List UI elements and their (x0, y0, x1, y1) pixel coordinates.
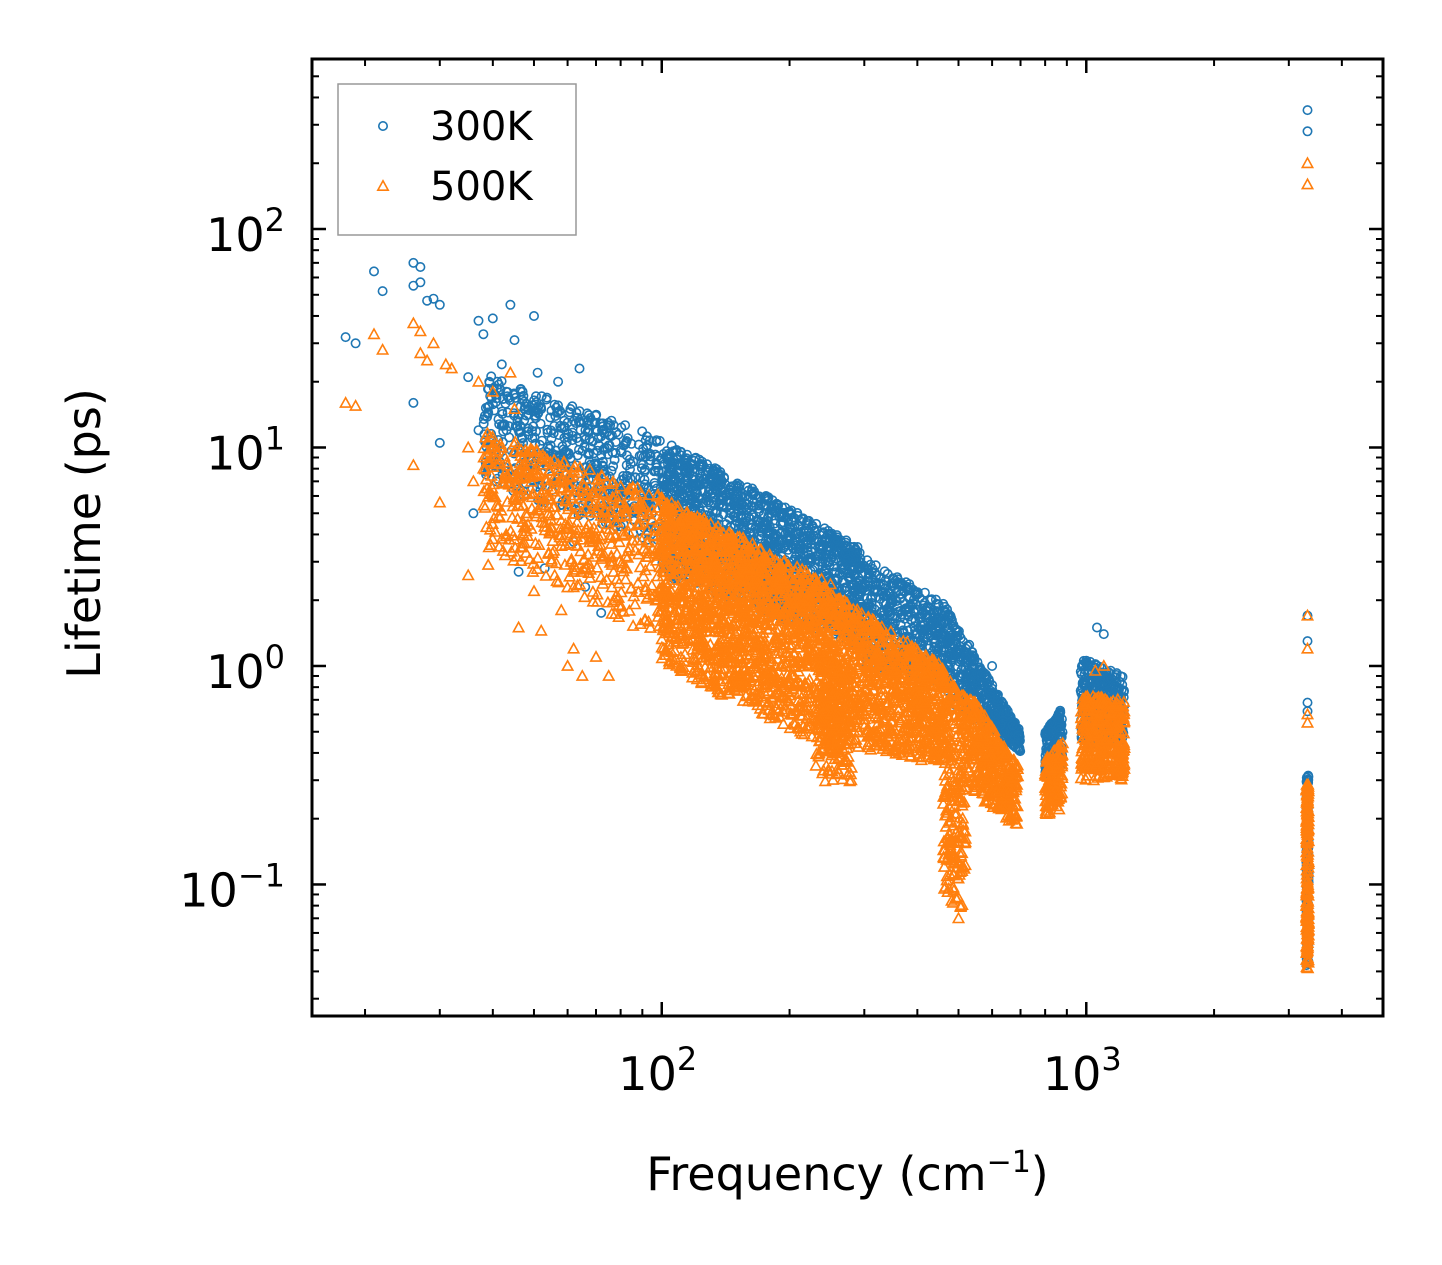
plot-area (339, 105, 1316, 974)
data-point (493, 414, 504, 425)
data-point (571, 433, 582, 444)
data-point (616, 422, 627, 433)
data-point (808, 523, 819, 534)
data-point (637, 459, 648, 470)
data-point (590, 410, 601, 421)
data-point (496, 376, 507, 387)
data-point (519, 415, 530, 426)
data-point (521, 398, 532, 409)
data-point (529, 406, 540, 417)
data-point (610, 436, 621, 447)
data-point (742, 499, 753, 510)
data-point (548, 428, 559, 439)
data-point (649, 466, 660, 477)
data-point (598, 444, 609, 455)
data-point (622, 433, 633, 444)
data-point (593, 433, 604, 444)
data-point (557, 441, 568, 452)
data-point (628, 456, 639, 467)
data-point (637, 426, 648, 437)
data-point (635, 472, 646, 483)
data-point (510, 392, 521, 403)
data-point (754, 506, 765, 517)
data-point (651, 436, 662, 447)
data-point (745, 528, 756, 539)
data-point (641, 442, 652, 453)
data-point (503, 421, 514, 432)
data-point (625, 458, 636, 469)
data-point (530, 413, 541, 424)
data-point (568, 415, 579, 426)
series-layer (339, 105, 1316, 974)
data-point (630, 472, 641, 483)
data-point (583, 410, 594, 421)
data-point (556, 422, 567, 433)
data-point (519, 404, 530, 415)
data-point (489, 405, 500, 416)
data-point (564, 407, 575, 418)
data-point (840, 541, 851, 552)
data-point (585, 459, 596, 470)
data-point (588, 448, 599, 459)
data-point (527, 433, 538, 444)
data-point (607, 447, 618, 458)
data-point (737, 488, 748, 499)
data-point (536, 391, 547, 402)
data-point (575, 416, 586, 427)
data-point (478, 414, 489, 425)
data-point (498, 419, 509, 430)
data-point (536, 435, 547, 446)
data-point (608, 461, 619, 472)
data-point (592, 426, 603, 437)
data-point (577, 445, 588, 456)
data-point (597, 456, 608, 467)
data-point (640, 435, 651, 446)
data-point (727, 488, 738, 499)
data-point (567, 401, 578, 412)
data-point (634, 450, 645, 461)
data-point (574, 406, 585, 417)
data-point (504, 432, 515, 443)
data-point (546, 405, 557, 416)
data-point (600, 435, 611, 446)
data-point (605, 420, 616, 431)
data-point (625, 473, 636, 484)
data-point (747, 489, 758, 500)
data-point (519, 396, 530, 407)
data-point (733, 489, 744, 500)
data-point (529, 395, 540, 406)
data-point (671, 454, 682, 465)
data-point (545, 412, 556, 423)
data-point (512, 415, 523, 426)
data-point (500, 398, 511, 409)
data-point (486, 371, 497, 382)
